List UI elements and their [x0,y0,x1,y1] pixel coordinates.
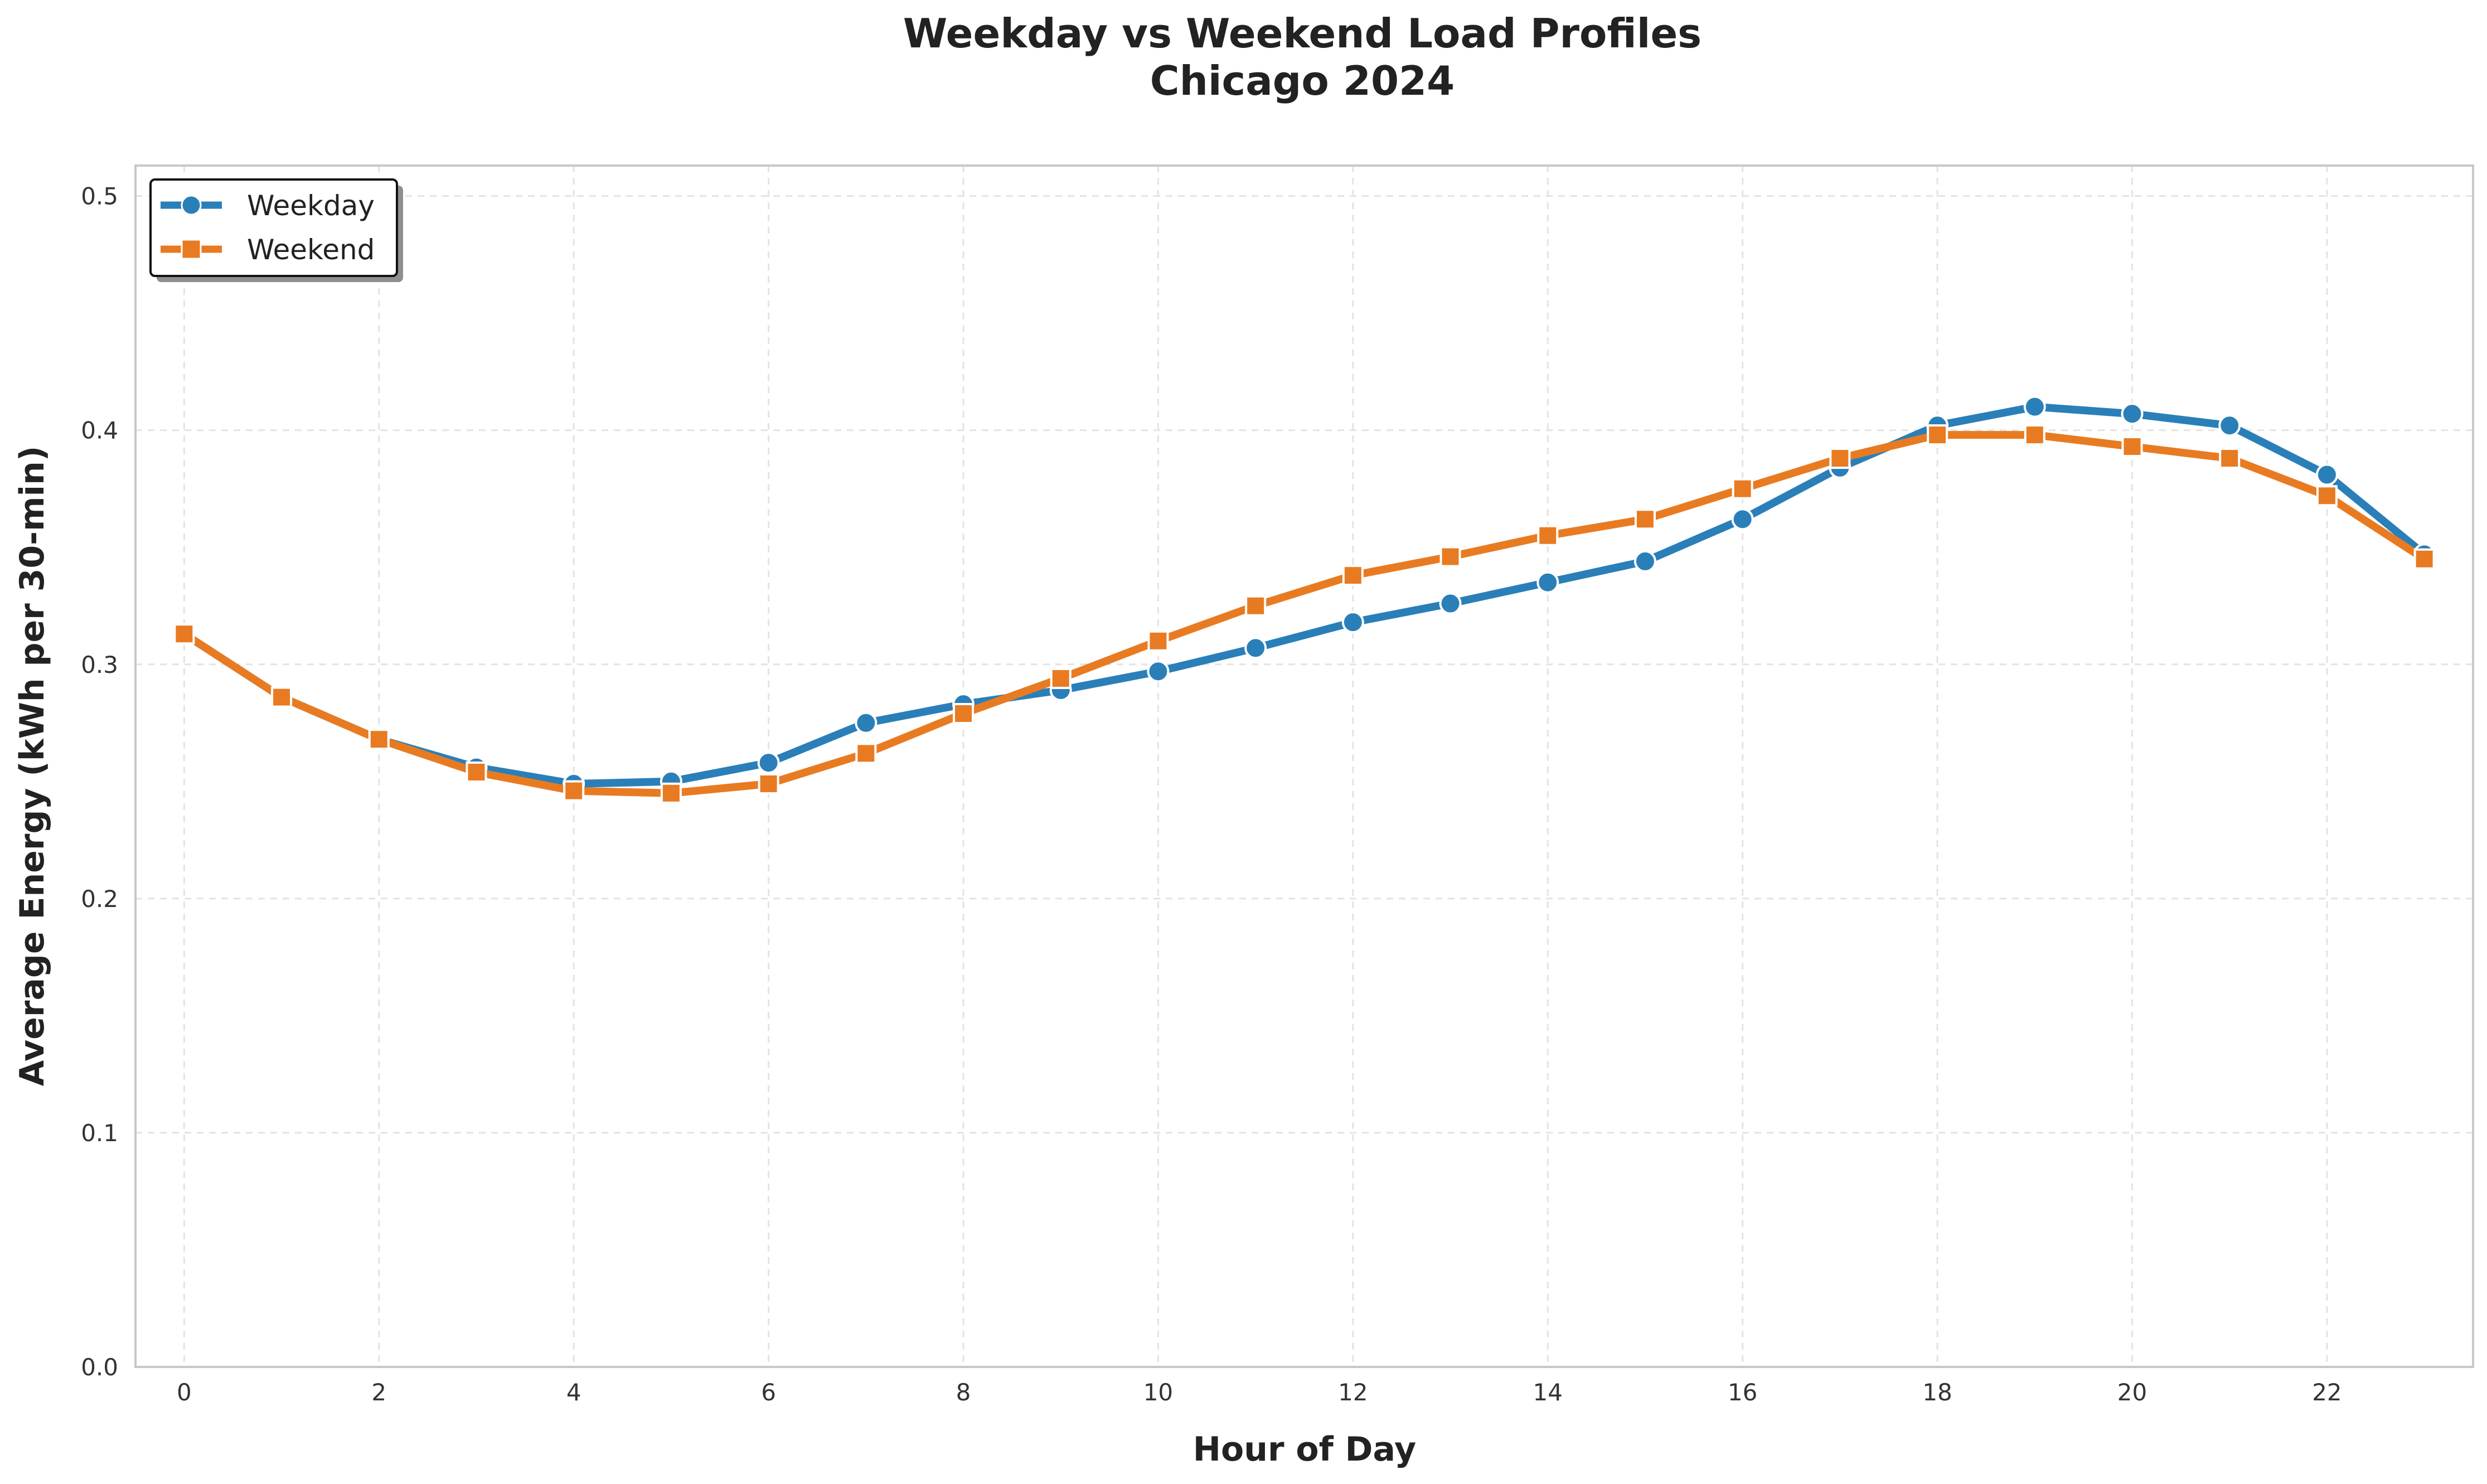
data-point-weekday [1341,611,1364,634]
x-tick-label: 22 [2312,1379,2341,1406]
data-point-weekend [953,702,975,724]
chart-title-line-2: Chicago 2024 [1150,57,1455,104]
legend-weekday-label: Weekday [247,190,375,222]
data-point-weekday [1244,637,1267,659]
data-point-weekday [2023,395,2046,418]
data-point-weekend [368,729,390,750]
series [173,395,2436,804]
data-point-weekday [1536,571,1559,594]
data-point-weekday [2121,402,2144,425]
x-tick-label: 20 [2117,1379,2147,1406]
legend-weekday-marker [181,195,202,216]
legend-weekend-label: Weekend [247,234,375,266]
data-point-weekend [271,686,293,708]
x-tick-label: 0 [177,1379,192,1406]
data-point-weekend [1537,525,1559,546]
y-tick-label: 0.2 [81,885,118,913]
data-point-weekend [173,623,195,645]
data-point-weekend [2121,436,2143,458]
x-tick-label: 4 [566,1379,581,1406]
data-point-weekend [855,743,877,764]
data-point-weekday [1731,508,1754,531]
x-tick-label: 16 [1728,1379,1757,1406]
y-tick-label: 0.4 [81,417,118,444]
data-point-weekday [1147,660,1170,683]
x-tick-label: 14 [1533,1379,1563,1406]
data-point-weekend [1634,508,1656,530]
x-tick-label: 2 [371,1379,386,1406]
data-point-weekend [563,780,585,802]
axis-ticks: 0 2 4 6 8 10 12 14 16 18 20 22 0.0 0.1 0.2 0.3 0.4 0.5 [81,183,2341,1406]
data-point-weekend [466,762,487,783]
plot-frame [134,164,2474,1368]
series-weekday [173,395,2436,796]
data-point-weekday [2218,414,2241,437]
data-point-weekday [2315,463,2338,486]
data-point-weekend [1439,546,1461,568]
data-point-weekend [758,773,779,795]
data-point-weekend [1050,667,1072,689]
x-tick-label: 12 [1338,1379,1368,1406]
y-axis-label: Average Energy (kWh per 30-min) [13,446,52,1087]
data-point-weekday [757,751,780,774]
x-tick-label: 6 [761,1379,776,1406]
y-tick-label: 0.5 [81,183,118,210]
chart-title-line-1: Weekday vs Weekend Load Profiles [903,10,1701,57]
data-point-weekend [1732,478,1753,499]
data-point-weekend [2024,424,2045,446]
legend: Weekday Weekend [149,178,403,282]
y-tick-label: 0.3 [81,651,118,678]
series-weekend [173,424,2435,804]
legend-weekend-marker [181,239,202,260]
x-tick-label: 10 [1143,1379,1173,1406]
data-point-weekend [660,782,682,804]
data-point-weekend [1245,595,1267,617]
data-point-weekday [855,711,878,734]
data-point-weekday [1439,592,1462,615]
data-point-weekday [1633,550,1656,573]
x-axis-label: Hour of Day [1193,1430,1416,1469]
data-point-weekend [1342,565,1364,586]
data-point-weekend [2316,485,2338,507]
x-tick-label: 18 [1922,1379,1952,1406]
data-point-weekend [2413,548,2435,570]
x-tick-label: 8 [956,1379,971,1406]
data-point-weekend [1927,424,1948,446]
y-tick-label: 0.1 [81,1119,118,1147]
data-point-weekend [2219,448,2241,469]
data-point-weekend [1829,448,1851,469]
data-point-weekend [1147,630,1169,652]
y-tick-label: 0.0 [81,1354,118,1381]
series-line-weekday [180,402,2428,788]
series-line-weekend [180,431,2428,797]
